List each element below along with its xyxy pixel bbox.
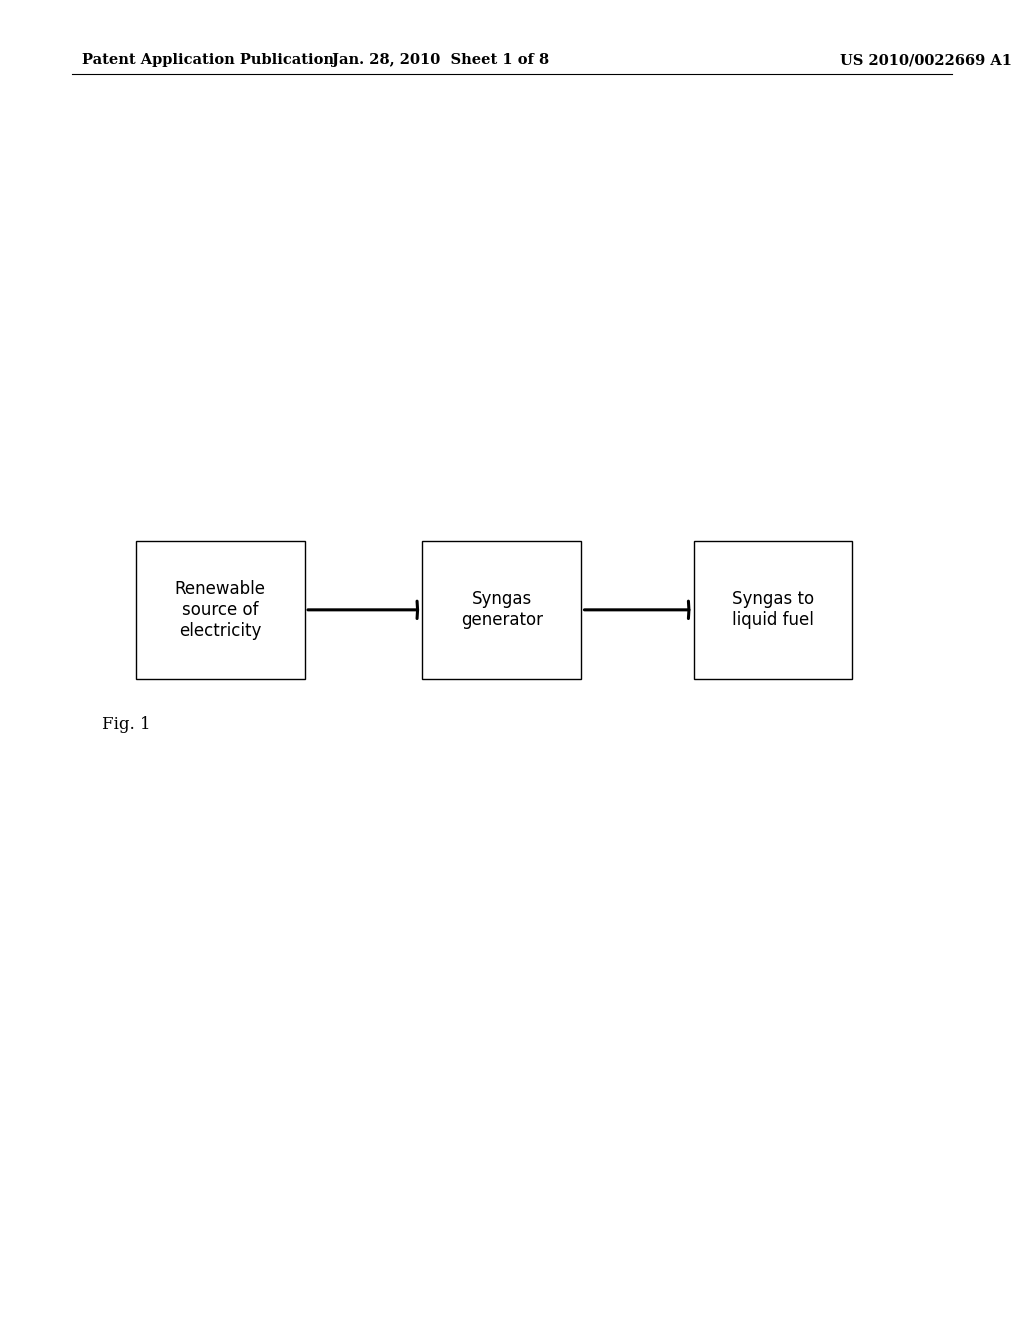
- Text: Patent Application Publication: Patent Application Publication: [82, 53, 334, 67]
- Text: Renewable
source of
electricity: Renewable source of electricity: [175, 579, 265, 640]
- Bar: [422, 541, 582, 678]
- Text: Fig. 1: Fig. 1: [102, 715, 151, 733]
- Text: Syngas
generator: Syngas generator: [461, 590, 543, 630]
- Text: US 2010/0022669 A1: US 2010/0022669 A1: [840, 53, 1012, 67]
- Bar: [135, 541, 305, 678]
- Bar: [694, 541, 852, 678]
- Text: Jan. 28, 2010  Sheet 1 of 8: Jan. 28, 2010 Sheet 1 of 8: [332, 53, 549, 67]
- Text: Syngas to
liquid fuel: Syngas to liquid fuel: [732, 590, 814, 630]
